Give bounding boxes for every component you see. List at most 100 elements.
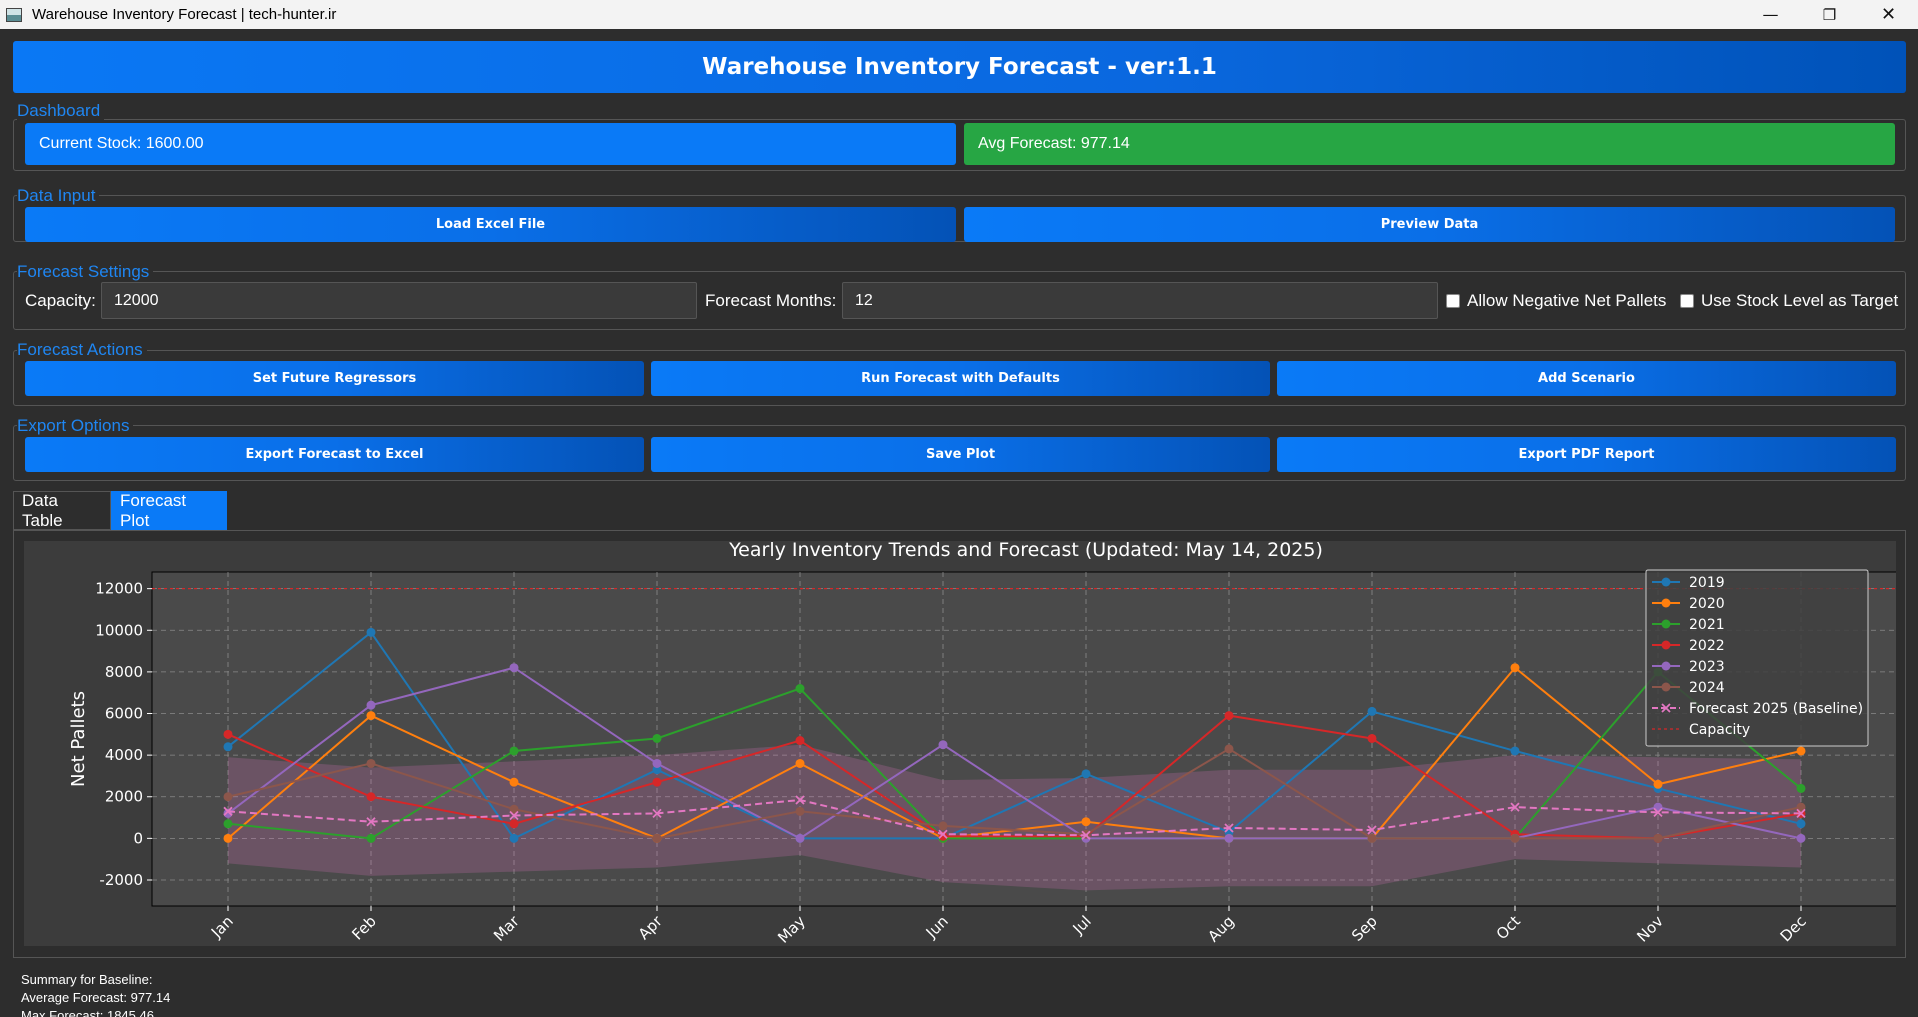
restore-button[interactable]: ❐ — [1800, 0, 1859, 29]
series-line-2019 — [227, 630, 1802, 840]
set-future-regressors-button[interactable]: Set Future Regressors — [25, 361, 644, 396]
minimize-button[interactable]: — — [1741, 0, 1800, 29]
series-point-2023 — [509, 663, 519, 673]
series-point-2021 — [1796, 783, 1806, 793]
forecast-actions-group — [13, 350, 1906, 406]
legend-entry: 2021 — [1689, 617, 1725, 633]
close-icon: ✕ — [1880, 4, 1897, 25]
series-point-2022 — [1367, 733, 1377, 743]
series-point-2023 — [366, 700, 376, 710]
data-input-label: Data Input — [17, 186, 100, 206]
forecast-months-input[interactable]: 12 — [842, 282, 1438, 319]
dashboard-group — [13, 119, 1906, 171]
series-point-2020 — [1510, 663, 1520, 673]
forecast-point — [366, 817, 376, 827]
data-input-group — [13, 195, 1906, 242]
x-tick-label: Aug — [1204, 912, 1237, 945]
legend-marker — [1661, 619, 1671, 629]
series-point-2019 — [223, 742, 233, 752]
capacity-input[interactable]: 12000 — [101, 282, 697, 319]
series-point-2023 — [938, 740, 948, 750]
close-button[interactable]: ✕ — [1859, 0, 1918, 29]
series-point-2024 — [1653, 833, 1663, 843]
app-header: Warehouse Inventory Forecast - ver:1.1 — [13, 41, 1906, 93]
x-tick-label: May — [774, 912, 809, 946]
x-tick-label: Jul — [1069, 912, 1095, 938]
export-pdf-button[interactable]: Export PDF Report — [1277, 437, 1896, 472]
series-point-2020 — [1081, 817, 1091, 827]
legend-marker — [1661, 682, 1671, 692]
series-line-2024 — [227, 747, 1802, 840]
series-point-2023 — [652, 758, 662, 768]
legend-marker — [1661, 577, 1671, 587]
x-tick-label: Feb — [348, 912, 380, 944]
forecast-point — [1796, 808, 1806, 819]
series-point-2022 — [795, 736, 805, 746]
tab-forecast-plot[interactable]: Forecast Plot — [111, 491, 227, 530]
forecast-point — [1081, 830, 1091, 840]
series-point-2020 — [1653, 779, 1663, 789]
preview-data-button[interactable]: Preview Data — [964, 207, 1895, 242]
series-point-2021 — [223, 819, 233, 829]
allow-negative-label: Allow Negative Net Pallets — [1467, 291, 1667, 310]
series-point-2020 — [223, 833, 233, 843]
series-point-2020 — [366, 711, 376, 721]
series-point-2024 — [223, 792, 233, 802]
x-tick-label: Dec — [1777, 912, 1810, 945]
use-stock-target-checkbox[interactable] — [1680, 294, 1694, 308]
summary-panel: Summary for Baseline: Average Forecast: … — [21, 971, 170, 1017]
window-titlebar: Warehouse Inventory Forecast | tech-hunt… — [0, 0, 1918, 29]
series-point-2022 — [223, 729, 233, 739]
y-tick-label: 8000 — [105, 663, 143, 681]
series-point-2022 — [1224, 711, 1234, 721]
series-point-2024 — [366, 758, 376, 768]
y-tick-label: 6000 — [105, 705, 143, 723]
tab-data-table[interactable]: Data Table — [13, 491, 111, 530]
forecast-point — [938, 829, 948, 839]
forecast-point — [795, 795, 805, 805]
export-options-label: Export Options — [17, 416, 134, 436]
y-axis-label: Net Pallets — [68, 691, 89, 787]
save-plot-button[interactable]: Save Plot — [651, 437, 1270, 472]
run-forecast-button[interactable]: Run Forecast with Defaults — [651, 361, 1270, 396]
series-point-2024 — [1510, 833, 1520, 843]
y-tick-label: 10000 — [95, 621, 143, 639]
export-options-group — [13, 425, 1906, 481]
legend-entry: 2024 — [1689, 680, 1725, 696]
y-tick-label: 2000 — [105, 788, 143, 806]
y-tick-label: 4000 — [105, 746, 143, 764]
legend-entry: 2022 — [1689, 638, 1725, 654]
series-point-2020 — [509, 777, 519, 787]
summary-title: Summary for Baseline: — [21, 972, 153, 987]
forecast-months-label: Forecast Months: — [705, 291, 837, 310]
legend-entry: 2023 — [1689, 659, 1725, 675]
series-point-2024 — [652, 833, 662, 843]
series-point-2024 — [1796, 802, 1806, 812]
series-point-2019 — [1796, 819, 1806, 829]
forecast-point — [652, 808, 662, 819]
forecast-settings-label: Forecast Settings — [17, 262, 154, 282]
x-tick-label: Nov — [1633, 912, 1667, 946]
series-point-2021 — [509, 746, 519, 756]
forecast-chart: Yearly Inventory Trends and Forecast (Up… — [68, 539, 1901, 947]
allow-negative-checkbox[interactable] — [1446, 294, 1460, 308]
legend-marker — [1661, 640, 1671, 650]
legend-marker — [1661, 703, 1671, 713]
x-tick-label: Sep — [1348, 912, 1381, 945]
series-point-2024 — [1224, 744, 1234, 754]
load-excel-button[interactable]: Load Excel File — [25, 207, 956, 242]
legend — [1645, 569, 1869, 747]
series-point-2024 — [938, 821, 948, 831]
series-point-2020 — [795, 758, 805, 768]
x-tick-label: Oct — [1493, 912, 1524, 943]
y-tick-label: 12000 — [95, 580, 143, 598]
export-excel-button[interactable]: Export Forecast to Excel — [25, 437, 644, 472]
summary-average: Average Forecast: 977.14 — [21, 990, 171, 1005]
series-point-2019 — [652, 765, 662, 775]
add-scenario-button[interactable]: Add Scenario — [1277, 361, 1896, 396]
current-stock-display: Current Stock: 1600.00 — [25, 123, 956, 165]
legend-entry: 2020 — [1689, 596, 1725, 612]
forecast-point — [509, 810, 519, 821]
legend-marker — [1661, 661, 1671, 671]
series-point-2019 — [509, 833, 519, 843]
